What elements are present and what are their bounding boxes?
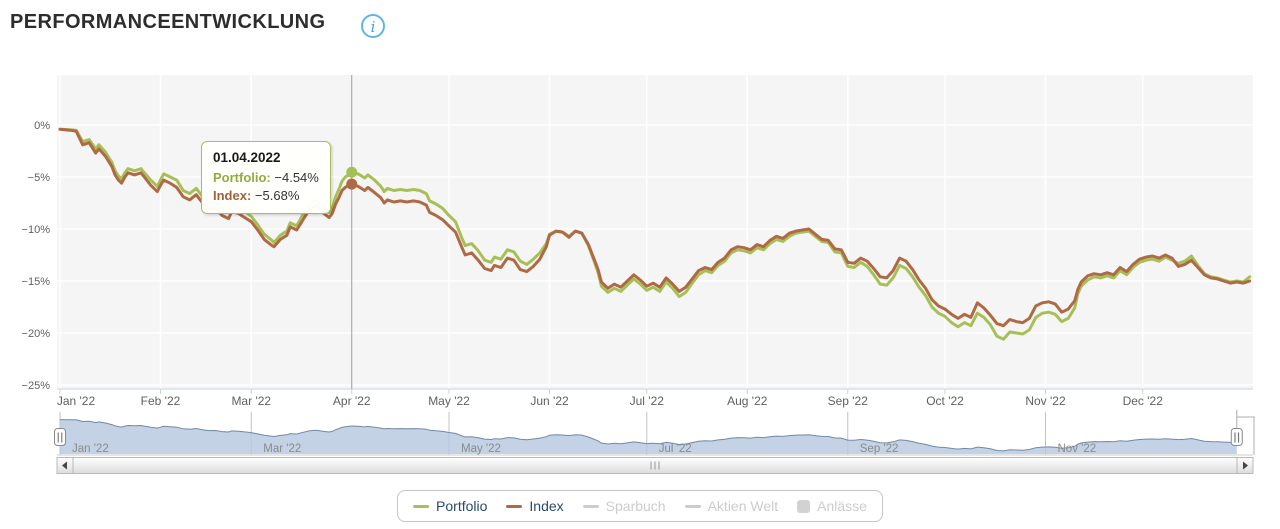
tooltip-portfolio-label: Portfolio: (213, 170, 271, 185)
info-icon[interactable]: i (361, 14, 385, 38)
navigator-axis-label: Nov '22 (1058, 443, 1097, 455)
index-series-line[interactable] (58, 127, 1252, 328)
legend-label: Index (529, 498, 564, 514)
page-title: PERFORMANCEENTWICKLUNG (10, 11, 326, 33)
x-axis-label: Apr '22 (333, 394, 371, 408)
legend-line-icon (413, 504, 430, 508)
navigator-axis-label: Sep '22 (860, 443, 899, 455)
legend: Portfolio Index Sparbuch Aktien Welt Anlässe (397, 490, 883, 522)
tooltip-index-value: −5.68% (254, 188, 300, 203)
y-axis-label: −15% (22, 276, 51, 288)
tooltip-portfolio-row: Portfolio: −4.54% (213, 169, 319, 187)
chart-tooltip: 01.04.2022 Portfolio: −4.54% Index: −5.6… (201, 141, 331, 214)
legend-item-sparbuch[interactable]: Sparbuch (582, 498, 666, 514)
index-marker-dot (346, 178, 358, 190)
portfolio-marker-dot (346, 166, 358, 178)
legend-item-anl-sse[interactable]: Anlässe (797, 498, 867, 514)
x-axis-label: Oct '22 (926, 394, 964, 408)
y-axis-label: −20% (22, 328, 51, 340)
legend-label: Portfolio (436, 498, 488, 514)
navigator-axis-label: Jul '22 (659, 443, 692, 455)
legend-label: Anlässe (817, 498, 867, 514)
navigator-outline (1236, 410, 1255, 455)
y-axis-label: −10% (22, 224, 51, 236)
x-axis-label: May '22 (428, 394, 470, 408)
plot-area[interactable] (57, 75, 1253, 389)
scrollbar-left-arrow-icon (62, 461, 67, 470)
x-axis-label: Jul '22 (630, 394, 665, 408)
navigator-axis-label: Mar '22 (263, 443, 301, 455)
legend-square-icon (797, 499, 811, 513)
x-axis-label: Mar '22 (231, 394, 271, 408)
x-axis-label: Jun '22 (530, 394, 569, 408)
x-axis-label: Nov '22 (1025, 394, 1066, 408)
navigator-area[interactable] (60, 419, 1237, 454)
legend-label: Sparbuch (605, 498, 666, 514)
y-axis-label: −25% (22, 380, 51, 392)
legend-item-portfolio[interactable]: Portfolio (413, 498, 487, 514)
scrollbar-right-arrow-icon (1243, 461, 1248, 470)
navigator-axis-label: May '22 (461, 443, 501, 455)
legend-line-icon (582, 504, 599, 508)
x-axis-label: Aug '22 (727, 394, 768, 408)
x-axis-label: Sep '22 (828, 394, 869, 408)
tooltip-portfolio-value: −4.54% (274, 170, 319, 185)
legend-item-aktien-welt[interactable]: Aktien Welt (684, 498, 779, 514)
tooltip-date: 01.04.2022 (213, 150, 281, 165)
navigator-left-handle[interactable] (54, 428, 66, 446)
navigator-series-line (59, 419, 1237, 452)
x-axis-label: Dec '22 (1123, 394, 1164, 408)
x-axis-label: Jan '22 (57, 394, 96, 408)
legend-item-index[interactable]: Index (506, 498, 564, 514)
tooltip-index-label: Index: (213, 188, 252, 203)
navigator-right-handle[interactable] (1230, 428, 1243, 446)
y-axis-label: −5% (28, 172, 51, 184)
legend-line-icon (684, 504, 701, 508)
legend-line-icon (506, 504, 523, 508)
legend-label: Aktien Welt (707, 498, 779, 514)
navigator-axis-label: Jan '22 (72, 443, 109, 455)
tooltip-index-row: Index: −5.68% (213, 187, 319, 205)
x-axis-label: Feb '22 (141, 394, 181, 408)
y-axis-label: 0% (34, 120, 50, 132)
